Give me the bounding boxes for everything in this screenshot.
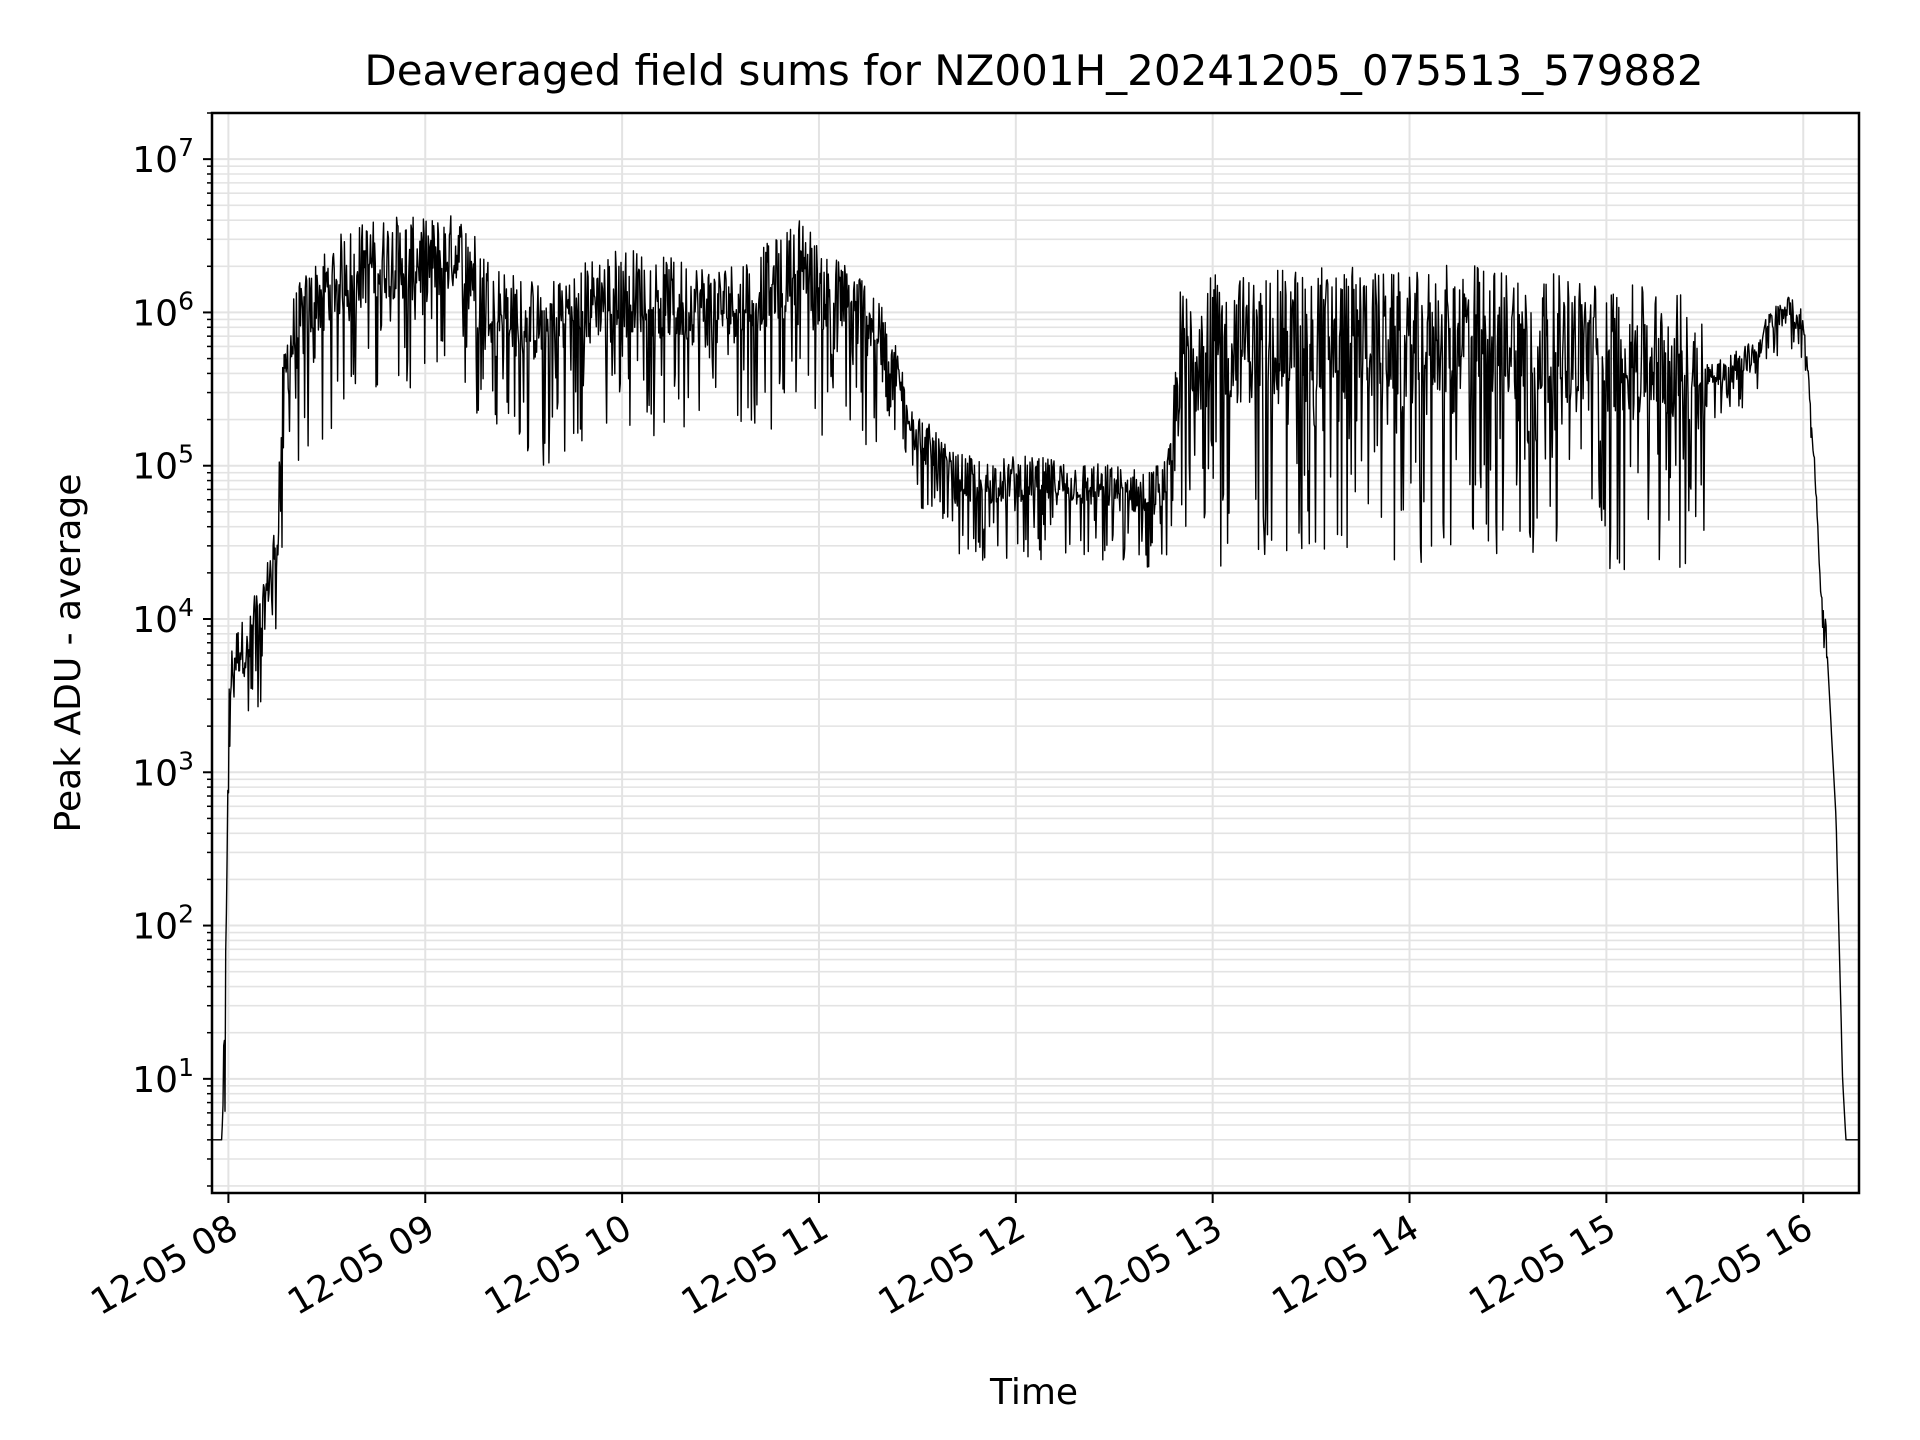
y-tick-label: 104 (132, 593, 194, 641)
y-axis-label: Peak ADU - average (48, 474, 89, 833)
y-tick-label: 106 (132, 286, 194, 334)
grid (212, 112, 1859, 1193)
y-tick-label: 105 (132, 440, 194, 488)
y-tick-label: 102 (132, 900, 194, 948)
y-tick-label: 103 (132, 746, 194, 794)
y-tick-label: 107 (132, 133, 194, 181)
x-axis-label: Time (989, 1372, 1078, 1413)
y-tick-label: 101 (132, 1053, 194, 1101)
series-line (212, 215, 1859, 1141)
chart-title: Deaveraged field sums for NZ001H_2024120… (364, 46, 1703, 95)
